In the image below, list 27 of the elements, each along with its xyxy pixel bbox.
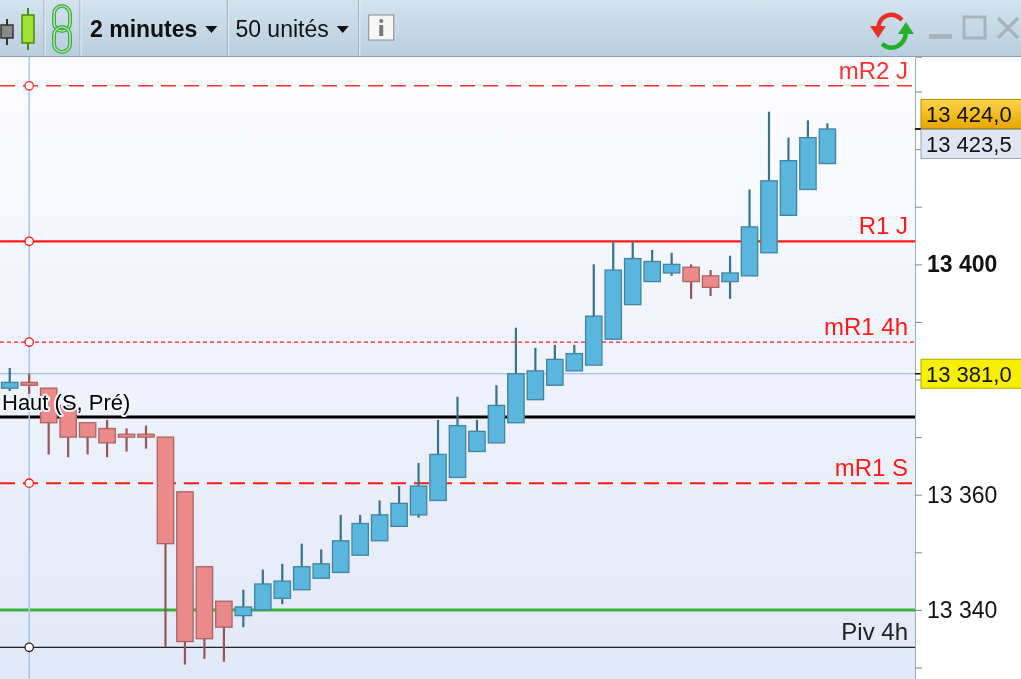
price-tag: 13 424,0 xyxy=(920,99,1021,129)
price-tag: 13 423,5 xyxy=(920,129,1021,159)
candlestick xyxy=(78,421,97,456)
ref-line-label: mR1 4h xyxy=(823,313,908,341)
text: 50 unités xyxy=(235,16,329,42)
candlestick xyxy=(98,418,116,459)
candlestick xyxy=(117,427,136,453)
candlestick xyxy=(137,424,155,450)
ref-line-label: 13 381,0 xyxy=(926,361,1012,387)
candlestick xyxy=(390,484,408,528)
candlestick xyxy=(468,418,486,453)
candlestick xyxy=(721,254,739,300)
ref-line-label: R1 J xyxy=(858,212,908,240)
y-tick-label: 13 400 xyxy=(927,251,998,278)
ref-line-label: Piv 4h xyxy=(841,618,908,646)
candlestick xyxy=(20,372,39,396)
candlestick xyxy=(662,251,681,277)
text: 2 minutes xyxy=(90,16,198,42)
candlestick xyxy=(701,268,720,298)
candlestick xyxy=(234,588,253,629)
ref-line-label: mR1 S xyxy=(834,454,908,482)
candlestick xyxy=(0,366,19,393)
y-tick-label: 13 340 xyxy=(927,596,998,623)
candlestick xyxy=(682,263,700,300)
y-tick-label: 13 360 xyxy=(927,481,998,508)
price-tag: 13 381,0 xyxy=(920,358,1021,389)
ref-line-label: mR2 J xyxy=(838,56,908,84)
